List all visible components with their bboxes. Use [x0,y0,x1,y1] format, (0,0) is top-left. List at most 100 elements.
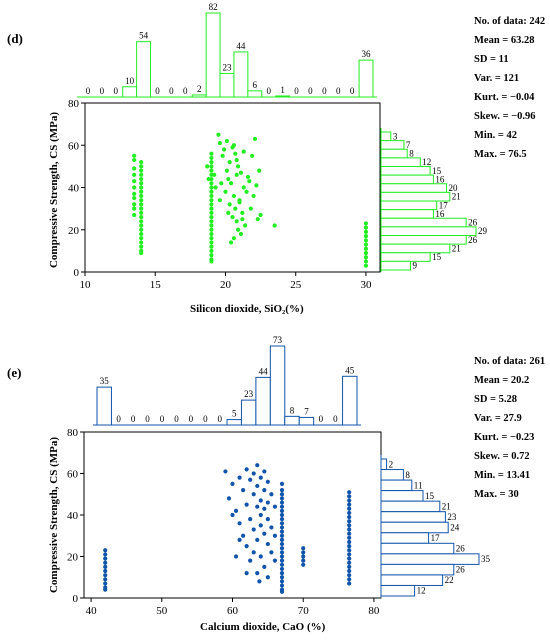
data-point [139,185,144,190]
data-point [103,568,108,574]
data-point [139,223,144,228]
y-hist-bar [380,563,455,576]
data-point [205,164,210,169]
data-point [347,552,352,557]
x-tick-label: 30 [360,279,372,291]
x-hist-bar [191,94,207,98]
data-point [139,219,144,224]
data-point [347,514,352,520]
data-point [209,198,214,203]
data-point [279,550,285,555]
stat-line: Max. = 30 [474,489,519,500]
data-point [236,164,241,169]
plot-frame [84,102,381,273]
data-point [231,193,237,199]
y-axis-title: Compressive Strength, CS (MPa) [48,112,60,268]
data-point [238,170,244,175]
data-point [240,217,245,222]
data-point [347,519,352,524]
data-point [244,467,249,472]
y-hist-bar [380,209,434,219]
data-point [347,523,352,528]
data-point [363,221,369,226]
data-point [301,546,306,551]
x-hist-count: 23 [244,389,254,399]
data-point [347,556,352,561]
data-point [347,544,352,549]
y-hist-bar [380,500,441,513]
data-point [139,210,144,215]
x-hist-bar [205,12,221,98]
data-point [363,263,369,268]
y-hist-bar [380,200,438,211]
data-point [209,240,214,245]
data-point [272,504,278,509]
data-point [233,554,239,559]
data-point [265,541,270,547]
x-hist-count: 0 [116,414,121,424]
data-point [132,179,137,184]
y-hist-bar [380,584,416,597]
x-hist-bar [269,345,286,426]
y-hist-count: 8 [405,470,410,480]
data-point [230,481,235,486]
data-point [139,193,144,199]
data-point [209,206,214,211]
data-point [132,157,137,163]
data-point [231,143,237,148]
data-point [209,202,214,207]
x-hist-bar [240,399,257,426]
data-point [255,504,260,509]
x-axis-title: Calcium dioxide, CaO (%) [200,621,326,633]
data-point [103,564,108,569]
data-point [231,236,237,241]
data-point [279,554,285,559]
data-point [347,498,352,503]
data-point [363,238,369,243]
data-point [301,550,306,555]
data-point [347,494,352,499]
y-tick-label: 40 [67,510,79,522]
data-point [209,236,214,241]
data-point [237,200,242,205]
data-point [221,147,227,152]
data-point [251,527,256,532]
data-point [279,589,285,594]
data-point [279,575,285,580]
data-point [255,483,260,489]
data-point [250,153,255,158]
y-hist-count: 2 [389,459,394,469]
data-point [279,558,285,563]
data-point [219,181,224,186]
data-point [247,179,252,184]
x-hist-count: 6 [253,80,258,90]
data-point [209,227,214,232]
y-hist-count: 26 [456,565,466,575]
data-point [139,206,144,211]
data-point [139,202,144,207]
data-point [269,492,274,497]
data-point [248,477,253,482]
data-point [248,206,253,211]
x-hist-bar [358,59,374,98]
data-point [132,185,137,190]
data-point [139,250,144,256]
data-point [209,160,214,165]
y-hist-bar [380,532,430,544]
data-point [251,193,256,199]
data-point [209,164,214,169]
data-point [132,206,137,211]
data-point [244,571,249,576]
y-hist-bar [380,131,392,142]
stat-line: Skew. = 0.72 [474,451,530,462]
data-point [209,253,214,258]
data-point [347,581,352,586]
data-point [347,535,352,540]
y-hist-bar [380,183,448,193]
y-tick-label: 80 [67,427,79,439]
data-point [238,231,244,237]
data-point [265,479,270,484]
data-point [258,212,263,218]
data-point [258,498,263,503]
data-point [237,537,242,543]
